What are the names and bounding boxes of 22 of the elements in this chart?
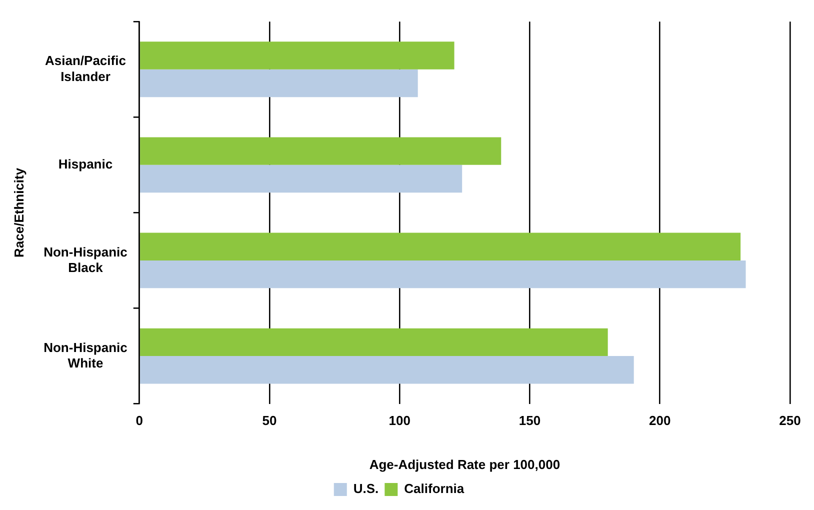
x-tick-label: 150 bbox=[518, 413, 541, 428]
y-tick-label: Non-Hispanic White bbox=[44, 340, 128, 370]
x-tick-label: 50 bbox=[262, 413, 277, 428]
legend-label: U.S. bbox=[353, 481, 379, 496]
y-axis-title: Race/Ethnicity bbox=[11, 167, 26, 258]
x-tick-label: 250 bbox=[779, 413, 801, 428]
bar bbox=[140, 260, 746, 288]
bar bbox=[140, 328, 608, 356]
x-tick-label: 0 bbox=[136, 413, 143, 428]
y-tick-label: Asian/Pacific Islander bbox=[45, 53, 126, 84]
y-tick-label: Hispanic bbox=[58, 156, 113, 172]
x-tick-label: 200 bbox=[649, 413, 671, 428]
bar bbox=[140, 137, 502, 165]
x-tick-label: 100 bbox=[388, 413, 410, 428]
bar bbox=[140, 42, 454, 70]
bar bbox=[140, 69, 418, 98]
legend-label: California bbox=[404, 481, 465, 496]
x-axis-title: Age-Adjusted Rate per 100,000 bbox=[369, 456, 560, 472]
bar bbox=[140, 232, 741, 260]
bar bbox=[140, 356, 634, 384]
bar bbox=[140, 164, 462, 193]
y-tick-label: Non-Hispanic Black bbox=[44, 244, 128, 275]
